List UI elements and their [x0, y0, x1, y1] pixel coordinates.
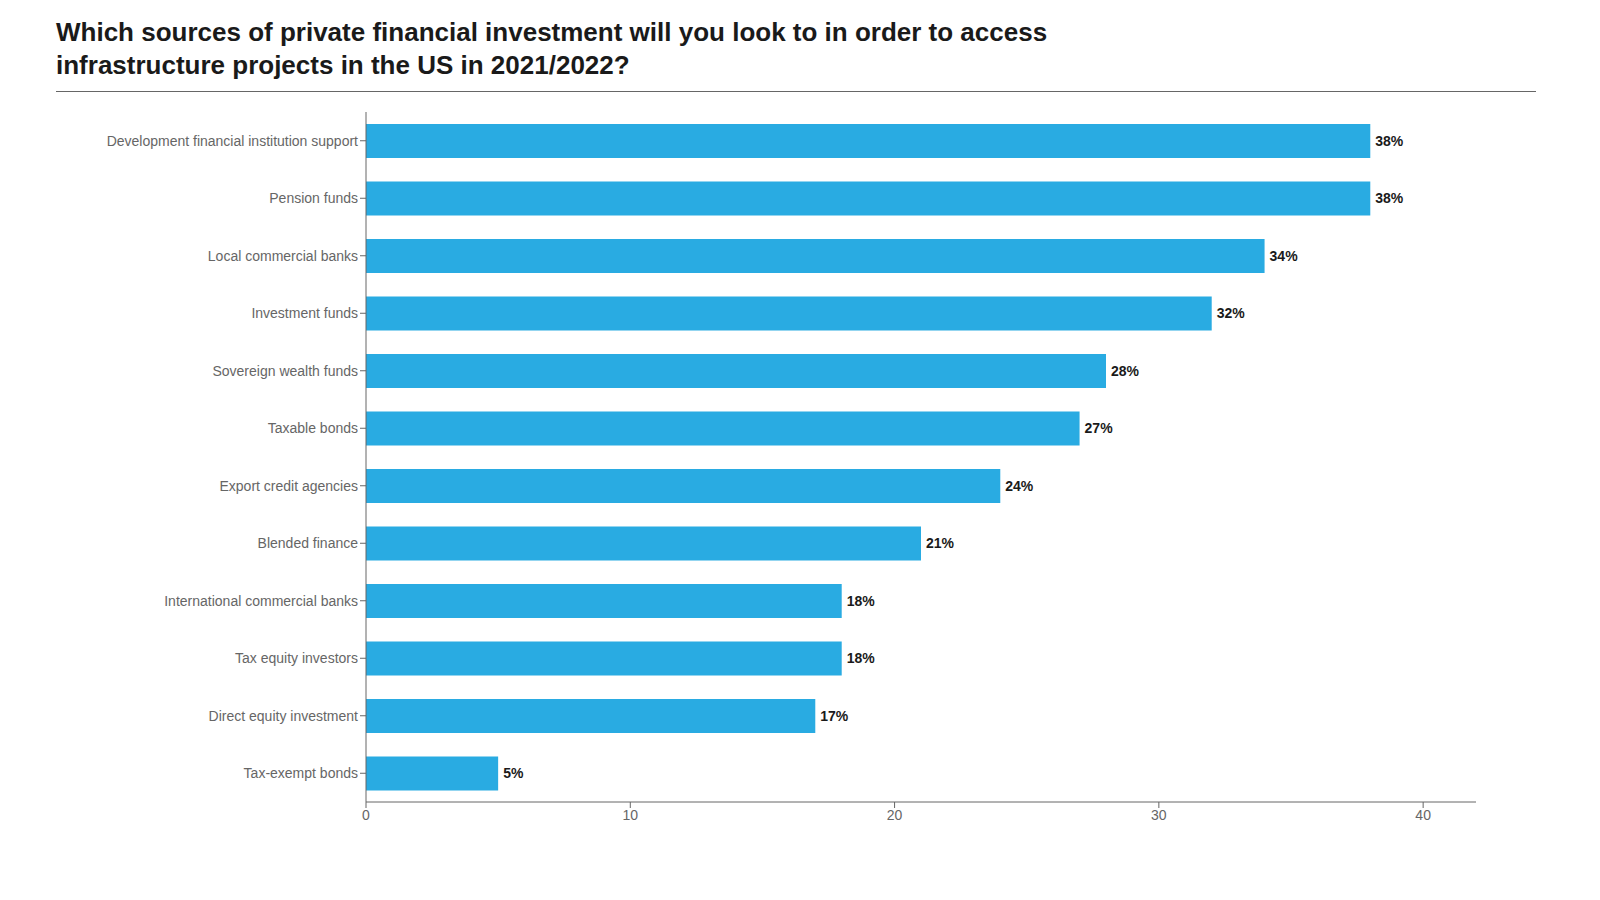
svg-text:5%: 5%	[503, 765, 524, 781]
svg-text:Sovereign wealth funds: Sovereign wealth funds	[212, 363, 358, 379]
svg-text:28%: 28%	[1111, 363, 1140, 379]
svg-text:40: 40	[1415, 807, 1431, 823]
svg-text:21%: 21%	[926, 535, 955, 551]
svg-text:20: 20	[887, 807, 903, 823]
svg-text:Tax equity investors: Tax equity investors	[235, 650, 358, 666]
svg-text:Local commercial banks: Local commercial banks	[208, 248, 358, 264]
svg-text:38%: 38%	[1375, 190, 1404, 206]
svg-text:Tax-exempt bonds: Tax-exempt bonds	[244, 765, 358, 781]
svg-text:Blended finance: Blended finance	[258, 535, 359, 551]
svg-text:32%: 32%	[1217, 305, 1246, 321]
svg-text:Pension funds: Pension funds	[269, 190, 358, 206]
html-text:Which sources of private finan: Which sources of private financial inves…	[56, 17, 1048, 80]
svg-text:International commercial banks: International commercial banks	[164, 593, 358, 609]
svg-text:10: 10	[622, 807, 638, 823]
svg-text:Export credit agencies: Export credit agencies	[219, 478, 358, 494]
svg-text:38%: 38%	[1375, 133, 1404, 149]
svg-text:27%: 27%	[1085, 420, 1114, 436]
svg-text:18%: 18%	[847, 593, 876, 609]
svg-text:17%: 17%	[820, 708, 849, 724]
svg-text:Taxable bonds: Taxable bonds	[268, 420, 358, 436]
svg-text:34%: 34%	[1270, 248, 1299, 264]
svg-text:Direct equity investment: Direct equity investment	[209, 708, 359, 724]
svg-text:30: 30	[1151, 807, 1167, 823]
svg-text:Investment funds: Investment funds	[251, 305, 358, 321]
svg-text:18%: 18%	[847, 650, 876, 666]
svg-text:Development financial institut: Development financial institution suppor…	[107, 133, 358, 149]
svg-text:24%: 24%	[1005, 478, 1034, 494]
svg-text:0: 0	[362, 807, 370, 823]
